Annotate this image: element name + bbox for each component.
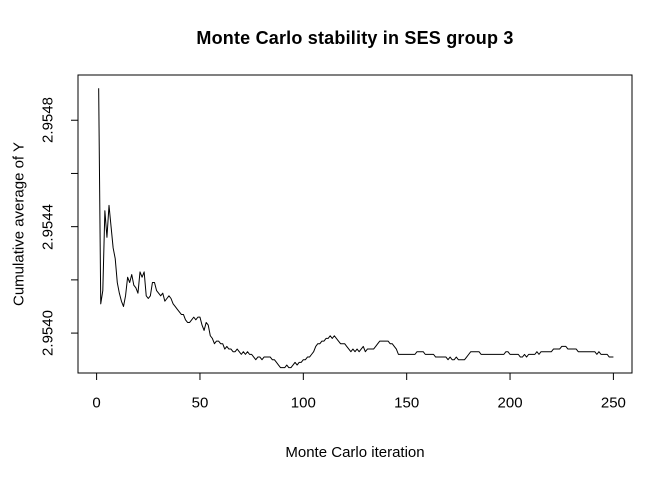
y-tick-label: 2.9544 <box>39 203 57 250</box>
x-tick-label: 50 <box>191 394 209 412</box>
x-tick-label: 250 <box>600 394 626 412</box>
x-tick-label: 100 <box>290 394 316 412</box>
x-tick-label: 0 <box>92 394 101 412</box>
chart-title: Monte Carlo stability in SES group 3 <box>196 28 514 48</box>
x-tick-label: 200 <box>497 394 523 412</box>
x-tick-label: 150 <box>394 394 420 412</box>
axis-ticks <box>71 119 614 380</box>
y-tick-label: 2.9548 <box>39 97 57 144</box>
y-tick-label: 2.9540 <box>39 310 57 357</box>
series-line <box>98 88 614 369</box>
x-axis-title: Monte Carlo iteration <box>285 444 425 461</box>
plot-box <box>77 74 633 374</box>
y-axis-title: Cumulative average of Y <box>10 142 28 306</box>
